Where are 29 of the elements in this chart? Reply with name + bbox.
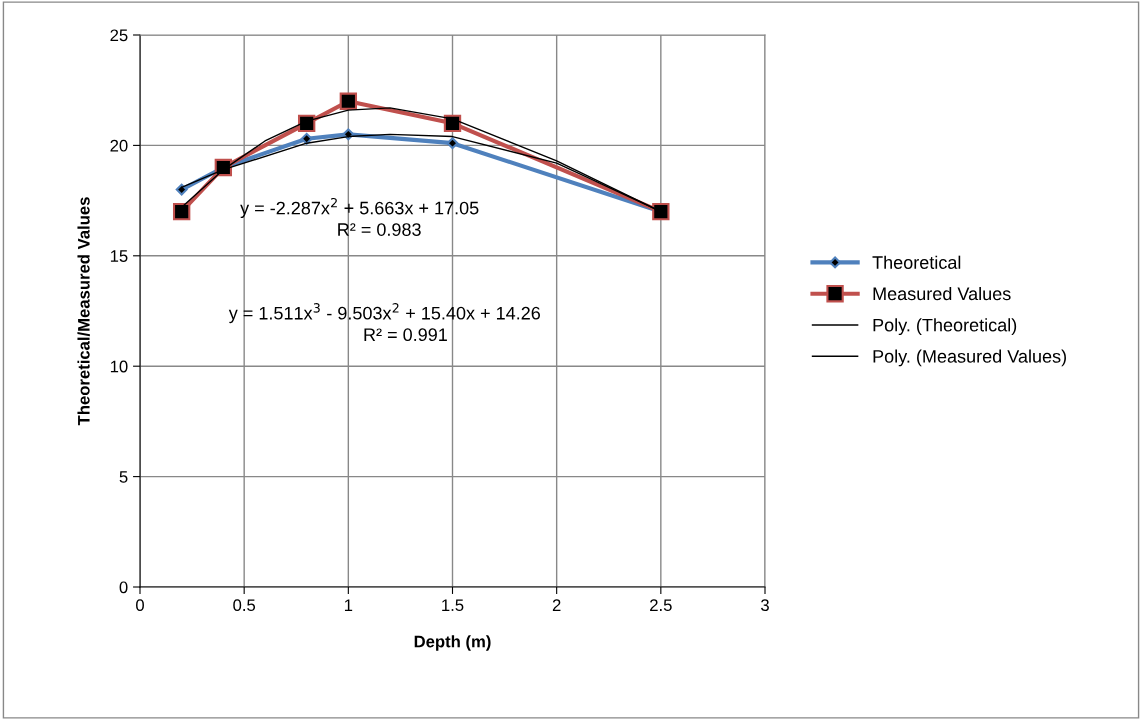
y-tick-label: 25 xyxy=(110,29,128,42)
y-tick-label: 0 xyxy=(119,581,128,594)
x-tick-label: 1.5 xyxy=(442,599,464,612)
point xyxy=(446,137,459,150)
annotation: y = -2.287x$^{2}$ + 5.663x + 17.05 xyxy=(240,197,479,219)
y-tick-label: 15 xyxy=(110,250,128,262)
x-tick-label: 1 xyxy=(344,599,353,611)
annotation: R² = 0.983 xyxy=(338,223,421,236)
x-tick-label: 2 xyxy=(552,599,561,611)
x-axis-title: Depth (m) xyxy=(414,635,491,651)
x-tick-label: 0.5 xyxy=(233,599,256,612)
point xyxy=(172,202,191,221)
y-tick-label: 10 xyxy=(110,360,128,373)
y-axis-title: Theoretical/Measured Values xyxy=(77,197,90,426)
annotation: y = 1.511x$^{3}$ - 9.503x$^{2}$ + 15.40x + 14.26 xyxy=(228,303,540,324)
y-tick-label: 20 xyxy=(110,139,128,152)
point xyxy=(339,92,358,110)
legend-label: Poly. (Measured Values) xyxy=(873,349,1066,367)
point xyxy=(342,128,355,141)
annotation: R² = 0.991 xyxy=(364,328,447,342)
x-tick-label: 3 xyxy=(761,599,769,612)
x-tick-label: 0 xyxy=(136,599,144,612)
point xyxy=(175,183,188,196)
x-tick-label: 2.5 xyxy=(650,599,672,612)
y-tick-label: 5 xyxy=(119,471,128,483)
legend-label: Measured Values xyxy=(873,286,1011,301)
point xyxy=(300,132,313,145)
legend-label: Poly. (Theoretical) xyxy=(873,318,1017,336)
legend-label: Theoretical xyxy=(872,255,961,269)
